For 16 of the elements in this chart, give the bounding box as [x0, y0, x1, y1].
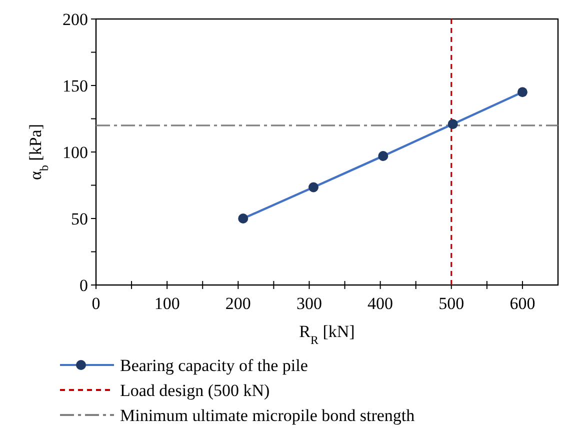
x-tick-label: 600 [510, 294, 536, 313]
x-tick-label: 0 [92, 294, 100, 313]
x-axis-title: R$_{R}$ [kN] [299, 322, 355, 347]
x-tick-label: 200 [225, 294, 251, 313]
y-tick-label: 100 [62, 142, 88, 162]
legend-label: Bearing capacity of the pile [120, 356, 308, 375]
x-tick-label: 500 [438, 294, 464, 313]
legend-label: Minimum ultimate micropile bond strength [120, 406, 416, 425]
y-tick-label: 50 [71, 209, 88, 228]
y-tick-label: 150 [62, 76, 88, 96]
x-tick-label: 100 [154, 294, 180, 313]
legend-label: Load design (500 kN) [120, 380, 270, 400]
x-tick-label: 300 [296, 294, 322, 313]
x-tick-label: 400 [368, 294, 394, 313]
y-tick-label: 0 [80, 276, 88, 295]
y-tick-label: 200 [62, 10, 88, 29]
